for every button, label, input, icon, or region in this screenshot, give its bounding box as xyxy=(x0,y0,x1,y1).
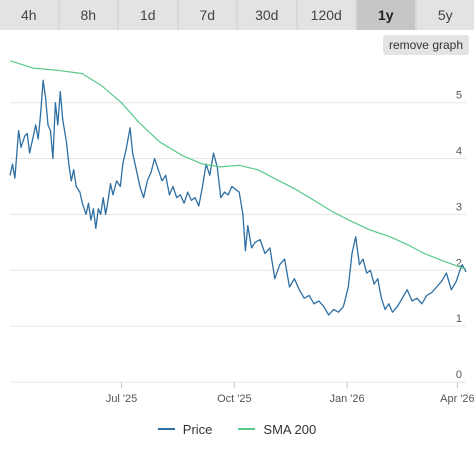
x-tick-label: Jan '26 xyxy=(330,393,365,405)
y-tick-label: 4 xyxy=(456,146,462,158)
remove-graph-button[interactable]: remove graph xyxy=(383,35,469,55)
tab-4h[interactable]: 4h xyxy=(0,0,58,30)
tab-1y[interactable]: 1y xyxy=(357,0,415,30)
legend-item-price[interactable]: Price xyxy=(157,421,213,437)
tab-8h[interactable]: 8h xyxy=(59,0,117,30)
legend-label-price: Price xyxy=(182,421,213,437)
y-tick-label: 2 xyxy=(456,257,462,269)
price-chart: 0 1 2 3 4 5 Jul '25 Oct '25 Jan '26 Apr '26 xyxy=(9,60,474,405)
tab-7d[interactable]: 7d xyxy=(178,0,236,30)
legend-item-sma[interactable]: SMA 200 xyxy=(238,422,316,437)
y-tick-label: 1 xyxy=(456,313,462,325)
y-tick-label: 3 xyxy=(456,201,462,213)
timeframe-tabs: 4h 8h 1d 7d 30d 120d 1y 5y xyxy=(0,0,474,30)
x-tick-label: Apr '26 xyxy=(440,393,474,405)
price-line xyxy=(9,79,467,316)
tab-30d[interactable]: 30d xyxy=(238,0,296,30)
tab-5y[interactable]: 5y xyxy=(416,0,474,30)
y-tick-label: 0 xyxy=(456,369,462,381)
x-tick-label: Oct '25 xyxy=(217,393,252,405)
y-tick-label: 5 xyxy=(456,90,462,102)
legend-label-sma: SMA 200 xyxy=(263,421,317,437)
legend-swatch-sma xyxy=(238,428,256,430)
tab-1d[interactable]: 1d xyxy=(119,0,177,30)
x-tick-label: Jul '25 xyxy=(106,393,137,405)
tab-120d[interactable]: 120d xyxy=(297,0,355,30)
sma-200-line xyxy=(9,60,467,270)
chart-legend: Price SMA 200 xyxy=(0,418,474,440)
legend-swatch-price xyxy=(157,428,175,430)
